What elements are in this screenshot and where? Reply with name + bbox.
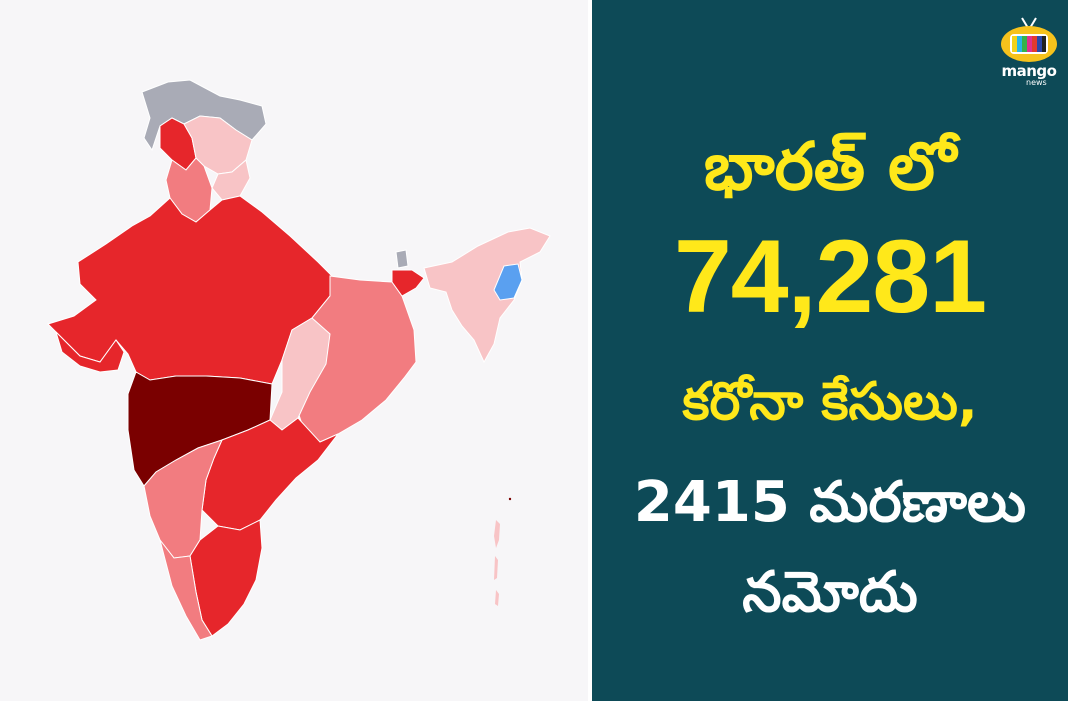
- headline-panel: mango news భారత్ లో 74,281 కరోనా కేసులు,…: [592, 0, 1068, 701]
- logo-sub: news: [1026, 78, 1047, 87]
- logo-word: mango: [1001, 62, 1057, 80]
- map-region-uttarakhand: [211, 159, 251, 201]
- headline-line-3: కరోనా కేసులు,: [682, 372, 978, 432]
- headline-line-1: భారత్ లో: [703, 128, 957, 205]
- panel-divider: [588, 0, 592, 701]
- map-region-kerala: [159, 539, 213, 641]
- india-map-panel: [47, 79, 551, 641]
- india-map: [47, 79, 551, 641]
- mango-news-logo: mango news: [996, 14, 1062, 94]
- map-region-andaman: [494, 520, 500, 606]
- map-region-blue: [493, 263, 523, 301]
- headline-line-4: 2415 మరణాలు: [633, 470, 1027, 535]
- map-region-sikkim: [395, 249, 409, 269]
- headline-line-2: 74,281: [673, 219, 987, 335]
- mango-tv-logo-icon: [1001, 17, 1057, 62]
- map-region-gujarat-coast: [55, 331, 125, 373]
- map-dot: [508, 497, 512, 501]
- headline-line-5: నమోదు: [742, 560, 918, 625]
- map-region-northeast: [423, 227, 551, 364]
- map-region-bengal-north: [391, 269, 425, 297]
